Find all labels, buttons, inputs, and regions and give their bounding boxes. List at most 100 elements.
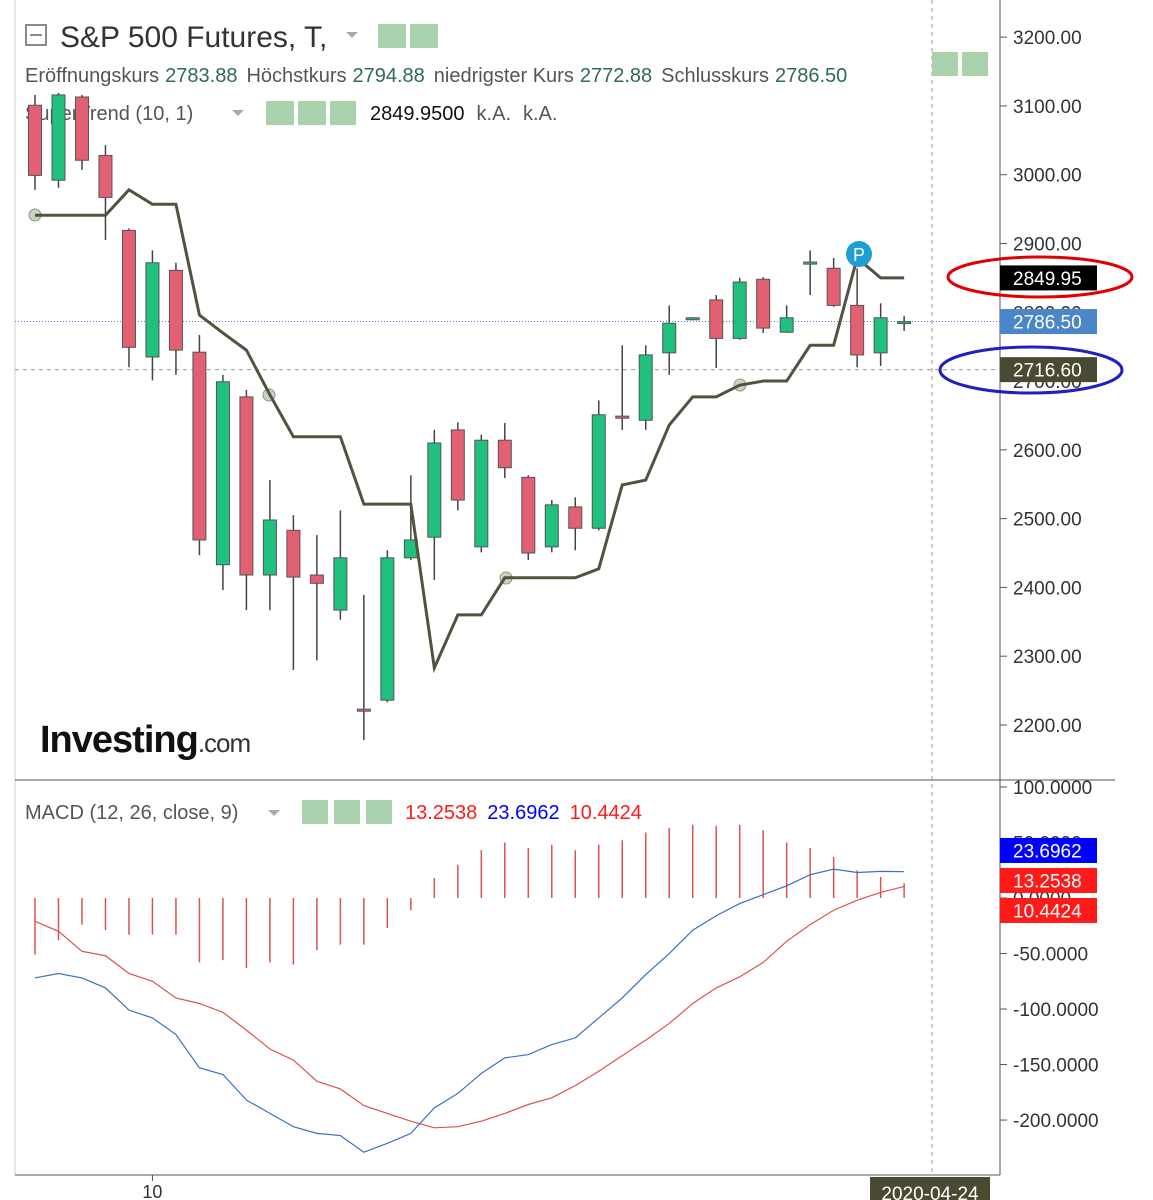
candle-body — [873, 317, 888, 354]
price-tag-label: 10.4424 — [1013, 901, 1082, 922]
p-marker: P — [846, 241, 872, 267]
watermark-main: Investing — [40, 719, 198, 761]
y-tick-label: 2300.00 — [1013, 647, 1082, 668]
price-tag-label: 2716.60 — [1013, 361, 1082, 382]
candle-body — [474, 439, 489, 548]
x-tick-label: 10 — [142, 1182, 162, 1200]
indicator-name: SuperTrend (10, 1) — [25, 103, 193, 125]
macd-legend-value: 10.4424 — [570, 802, 642, 824]
eye-button[interactable] — [266, 101, 294, 125]
candle-body — [309, 574, 324, 584]
price-tag-label: 2849.95 — [1013, 269, 1082, 290]
y-tick-label: 2200.00 — [1013, 716, 1082, 737]
p-marker-label: P — [853, 245, 865, 265]
candle-body — [826, 267, 841, 306]
price-tag — [1000, 837, 1097, 863]
chart-title: S&P 500 Futures, T, — [60, 21, 327, 54]
candle-body — [685, 317, 700, 321]
y-tick-label: 2900.00 — [1013, 234, 1082, 255]
candle-body — [427, 442, 442, 538]
candle-body — [239, 396, 254, 576]
y-tick-label: -150.0000 — [1013, 1056, 1099, 1077]
price-tag-label: 13.2538 — [1013, 871, 1082, 892]
ohlc-legend-value: 2783.88 — [165, 65, 237, 87]
price-tag — [1000, 897, 1097, 923]
dropdown-caret[interactable] — [232, 110, 244, 116]
p-marker-circle — [846, 241, 872, 267]
candle-body — [51, 94, 66, 181]
watermark: Investing.com — [40, 719, 251, 761]
eye-button[interactable] — [302, 800, 328, 824]
watermark-suffix: .com — [198, 728, 250, 758]
candle-body — [544, 504, 559, 548]
tags: 2849.95 2786.50 2716.60 2020-04-24 23.6962 13… — [870, 265, 1097, 1200]
remove-button[interactable] — [366, 800, 392, 824]
price-tag-label: 23.6962 — [1013, 841, 1082, 862]
candle-body — [662, 322, 677, 354]
y-tick-label: 3000.00 — [1013, 166, 1082, 187]
eye-button[interactable] — [378, 24, 406, 48]
candle-body — [756, 278, 771, 329]
candle-body — [28, 104, 42, 176]
collapse-button[interactable] — [25, 24, 47, 46]
candle-body — [380, 557, 395, 701]
date-tag — [870, 1177, 990, 1200]
candle-body — [591, 414, 606, 529]
candle-body — [262, 519, 277, 576]
candle-body — [803, 261, 818, 265]
settings-button[interactable] — [298, 101, 326, 125]
candle-body — [568, 506, 583, 529]
y-tick-label: -50.0000 — [1013, 945, 1088, 966]
dropdown-caret[interactable] — [346, 32, 358, 38]
candle-body — [192, 351, 207, 541]
indicator-value: 2849.9500 — [370, 103, 465, 125]
candle-body — [779, 317, 794, 333]
y-tick-label: 2600.00 — [1013, 441, 1082, 462]
ohlc-legend-value: 2786.50 — [775, 65, 847, 87]
y-tick-label: 2500.00 — [1013, 510, 1082, 531]
candle-body — [850, 304, 865, 356]
highlight-ellipse — [938, 345, 1124, 395]
dropdown-caret[interactable] — [268, 810, 280, 816]
candle-body — [215, 381, 230, 566]
macd-line — [34, 868, 905, 1153]
y-tick-label: -100.0000 — [1013, 1000, 1099, 1021]
y-tick-label: 3100.00 — [1013, 97, 1082, 118]
remove-button[interactable] — [330, 101, 356, 125]
candle-body — [897, 321, 912, 325]
settings-button[interactable] — [410, 24, 438, 48]
y-tick-label: 3200.00 — [1013, 28, 1082, 49]
y-tick-label: 2400.00 — [1013, 578, 1082, 599]
macd-legend-value: 23.6962 — [487, 802, 559, 824]
ohlc-legend-name: Schlusskurs — [661, 65, 769, 87]
move-up-button[interactable] — [962, 52, 988, 76]
signal-line — [34, 885, 905, 1129]
candle-body — [615, 415, 630, 419]
move-down-button[interactable] — [932, 52, 958, 76]
candle-body — [168, 269, 183, 351]
candle-body — [74, 96, 89, 161]
ohlc-legend-value: 2772.88 — [580, 65, 652, 87]
highlight-ellipse — [946, 255, 1134, 299]
settings-button[interactable] — [334, 800, 360, 824]
y-tick-label: -200.0000 — [1013, 1111, 1099, 1132]
indicator-value: k.A. — [477, 103, 511, 125]
price-tag — [1000, 867, 1097, 893]
indicator-values: 2849.9500 k.A. k.A. — [370, 103, 557, 125]
price-tag-label: 2786.50 — [1013, 313, 1082, 334]
candle-body — [638, 354, 653, 421]
candle-body — [356, 708, 371, 712]
macd-legend: 13.2538 23.6962 10.4424 — [405, 802, 642, 824]
candle-body — [732, 281, 747, 339]
supertrend-line — [35, 187, 905, 674]
date-tag-label: 2020-04-24 — [881, 1184, 979, 1200]
macd-title: MACD (12, 26, close, 9) — [25, 802, 238, 824]
watermark-text: Investing.com — [40, 719, 250, 761]
price-tag — [1000, 357, 1097, 383]
candle-body — [333, 557, 348, 611]
ohlc-legend: Eröffnungskurs 2783.88 Höchstkurs 2794.88 ni… — [25, 65, 847, 87]
candle-body — [709, 299, 724, 339]
